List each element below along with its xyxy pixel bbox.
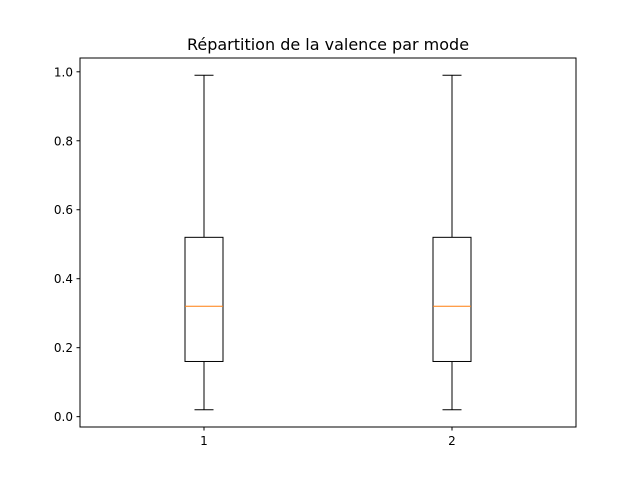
box-body — [184, 236, 224, 362]
plot-frame — [79, 57, 577, 428]
y-tick-label: 1.0 — [54, 65, 73, 79]
y-tick-label: 0.0 — [54, 410, 73, 424]
y-tick-label: 0.4 — [54, 272, 73, 286]
box-body — [432, 236, 472, 362]
x-tick-label: 1 — [200, 434, 208, 448]
plot-area: 0.0 0.2 0.4 0.6 0.8 1.0 1 2 — [54, 57, 577, 448]
chart-title: Répartition de la valence par mode — [187, 35, 469, 54]
x-tick-label: 2 — [448, 434, 456, 448]
y-tick-label: 0.6 — [54, 203, 73, 217]
y-tick-label: 0.2 — [54, 341, 73, 355]
y-tick-label: 0.8 — [54, 134, 73, 148]
